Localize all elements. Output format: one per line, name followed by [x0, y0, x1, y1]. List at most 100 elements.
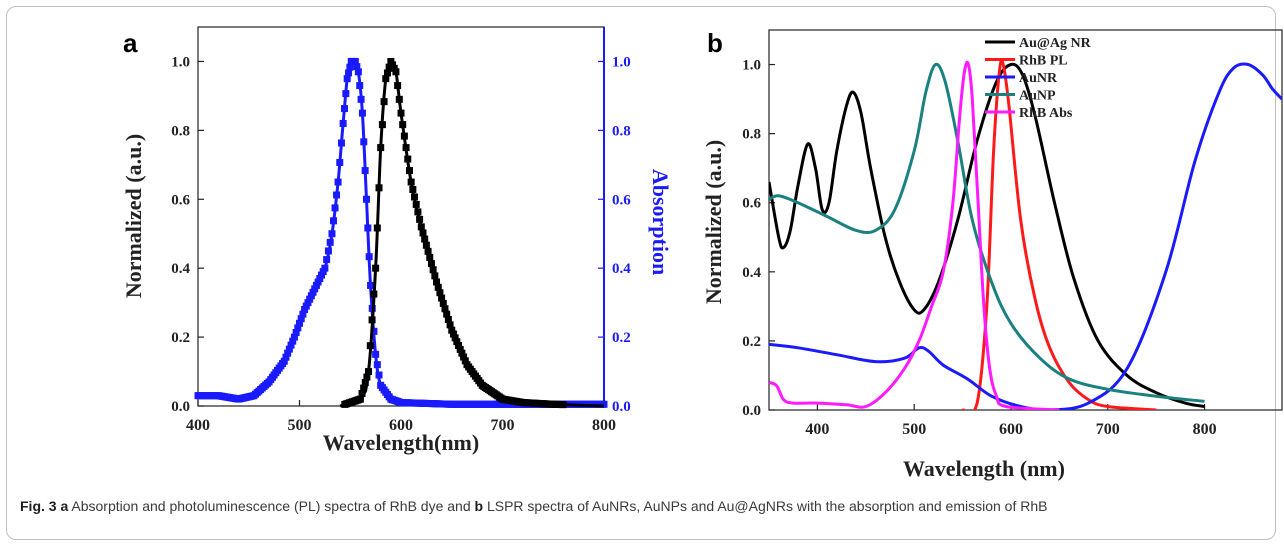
y-tick-label: 0.2: [171, 330, 190, 346]
data-point: [444, 315, 452, 323]
panel-a-y-ticks: 0.0 0.2 0.4 0.6 0.8 1.0: [171, 54, 204, 415]
data-point: [339, 119, 347, 127]
data-point: [289, 337, 297, 345]
right-y-tick-label: 0.0: [612, 399, 631, 415]
series-line-3: [769, 62, 1205, 403]
right-y-tick-label: 0.4: [612, 261, 631, 277]
x-tick-label: 600: [999, 421, 1023, 438]
y-tick-label: 1.0: [742, 58, 761, 74]
data-point: [451, 334, 459, 342]
data-point: [299, 310, 307, 318]
data-point: [380, 98, 388, 106]
panel-a-right-y-axis-label: Absorption: [648, 169, 673, 275]
data-point: [360, 384, 368, 392]
right-y-tick-label: 1.0: [612, 54, 631, 70]
x-tick-label: 600: [389, 417, 413, 434]
panel-a-series: [194, 57, 608, 409]
data-point: [377, 144, 385, 152]
caption-text-b: LSPR spectra of AuNRs, AuNPs and Au@AgNR…: [486, 498, 1048, 514]
data-point: [434, 283, 442, 291]
series-line-2: [769, 62, 1282, 410]
data-point: [407, 178, 415, 186]
data-point: [372, 350, 380, 358]
y-tick-label: 0.6: [742, 196, 761, 212]
panel-a-right-y-ticks: 0.0 0.2 0.4 0.6 0.8 1.0: [598, 54, 631, 415]
data-point: [331, 204, 339, 212]
data-point: [394, 82, 402, 90]
panel-b-plot-frame: [768, 29, 1283, 411]
data-point: [439, 299, 447, 307]
x-tick-label: 400: [186, 417, 210, 434]
data-point: [360, 138, 368, 146]
data-point: [409, 186, 417, 194]
data-point: [600, 400, 608, 408]
data-point: [364, 224, 372, 232]
data-point: [343, 75, 351, 83]
data-point: [559, 401, 567, 409]
data-point: [373, 224, 381, 232]
data-point: [330, 217, 338, 225]
panel-b-y-ticks: 0.0 0.2 0.4 0.6 0.8 1.0: [742, 58, 775, 419]
right-y-tick-label: 0.2: [612, 330, 631, 346]
data-point: [414, 208, 422, 216]
data-point: [400, 132, 408, 140]
data-point: [296, 319, 303, 327]
data-point: [383, 69, 391, 77]
data-point: [351, 57, 359, 65]
data-point: [333, 191, 341, 199]
y-tick-label: 0.0: [742, 403, 761, 419]
data-point: [361, 379, 369, 387]
data-point: [399, 121, 407, 129]
data-point: [321, 264, 329, 272]
figure-caption: Fig. 3 a Absorption and photoluminescenc…: [20, 496, 1270, 517]
data-point: [448, 326, 456, 334]
y-tick-label: 0.6: [171, 192, 190, 208]
y-tick-label: 0.8: [742, 127, 761, 143]
series-line: [339, 59, 605, 408]
data-point: [460, 353, 468, 361]
y-tick-label: 0.2: [742, 334, 761, 350]
x-tick-label: 800: [1193, 421, 1217, 438]
caption-a-label: a: [60, 498, 69, 514]
data-point: [433, 278, 441, 286]
x-tick-label: 500: [902, 421, 926, 438]
x-tick-label: 500: [288, 417, 312, 434]
data-point: [337, 139, 345, 147]
data-point: [366, 342, 374, 350]
panel-a-label: a: [123, 28, 138, 58]
data-point: [382, 75, 390, 83]
data-point: [297, 315, 305, 323]
series-line-0: [769, 62, 1205, 408]
data-point: [365, 368, 373, 376]
caption-text-a: Absorption and photoluminescence (PL) sp…: [71, 498, 471, 514]
data-point: [449, 330, 457, 338]
data-point: [375, 184, 383, 192]
series-line-1: [961, 58, 1157, 410]
data-point: [438, 294, 446, 302]
data-point: [421, 235, 429, 243]
data-point: [431, 272, 439, 280]
data-point: [453, 338, 461, 346]
data-point: [427, 260, 435, 268]
data-point: [443, 310, 451, 318]
data-point: [361, 167, 369, 175]
data-point: [419, 229, 427, 237]
x-tick-label: 700: [1096, 421, 1120, 438]
data-point: [294, 324, 302, 332]
panel-b-series: [769, 58, 1282, 410]
data-point: [370, 327, 378, 335]
panel-b-chart: b 400 500 600 700 800 0.0 0.2 0.4 0.6 0.8 1.0 Au@…: [701, 28, 1283, 481]
data-point: [412, 200, 420, 208]
data-point: [324, 247, 332, 255]
data-point: [404, 155, 412, 163]
data-point: [429, 266, 437, 274]
data-point: [282, 353, 290, 361]
data-point: [368, 316, 376, 324]
data-point: [395, 95, 403, 103]
data-point: [436, 289, 444, 297]
data-point: [336, 159, 344, 167]
data-point: [461, 357, 469, 365]
data-point: [446, 321, 454, 329]
data-point: [370, 290, 378, 298]
